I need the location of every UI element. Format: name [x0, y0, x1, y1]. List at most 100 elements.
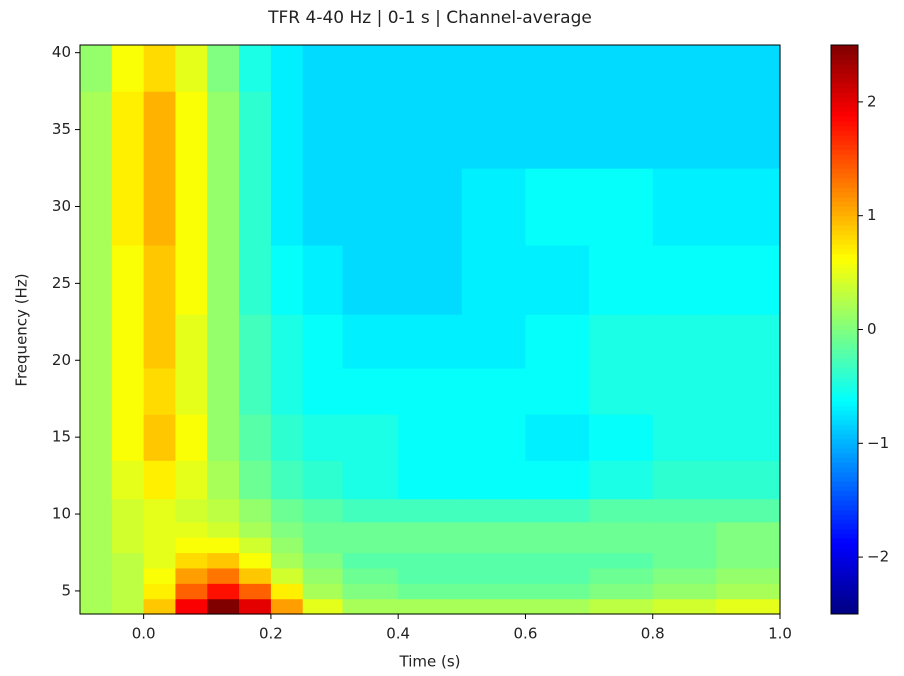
- heatmap-cell: [111, 552, 145, 569]
- heatmap-cell: [398, 91, 463, 169]
- colorbar-swatch: [831, 400, 858, 406]
- heatmap-cell: [143, 314, 177, 369]
- heatmap-cell: [239, 91, 272, 169]
- heatmap-cell: [175, 314, 208, 369]
- heatmap-cell: [652, 552, 717, 569]
- colorbar-swatch: [831, 353, 858, 359]
- heatmap-cell: [525, 552, 590, 569]
- heatmap-cell: [270, 460, 304, 500]
- colorbar-swatch: [831, 97, 858, 103]
- colorbar-swatch: [831, 538, 858, 544]
- colorbar-swatch: [831, 310, 858, 316]
- colorbar-swatch: [831, 210, 858, 217]
- heatmap-cell: [302, 414, 344, 461]
- heatmap-cell: [461, 498, 527, 523]
- heatmap-cell: [270, 168, 304, 246]
- heatmap-cell: [302, 537, 344, 554]
- heatmap-cell: [239, 583, 272, 600]
- colorbar-swatch: [831, 320, 858, 326]
- heatmap-cell: [302, 521, 344, 538]
- heatmap-cell: [589, 168, 654, 246]
- colorbar-swatch: [831, 362, 858, 368]
- heatmap-cell: [175, 583, 208, 600]
- colorbar-swatch: [831, 419, 858, 425]
- colorbar-swatch: [831, 348, 858, 354]
- heatmap-cell: [342, 244, 399, 315]
- heatmap-cell: [652, 498, 717, 523]
- heatmap-cell: [398, 498, 463, 523]
- colorbar-swatch: [831, 63, 858, 70]
- colorbar-swatch: [831, 580, 858, 587]
- heatmap-cell: [652, 567, 717, 584]
- y-tick-label: 40: [52, 43, 71, 61]
- colorbar-swatch: [831, 542, 858, 549]
- heatmap-cell: [270, 552, 304, 569]
- heatmap-cell: [111, 521, 145, 538]
- colorbar-swatch: [831, 215, 858, 221]
- heatmap-cell: [207, 314, 240, 369]
- heatmap-cell: [716, 45, 781, 92]
- colorbar-swatch: [831, 576, 858, 582]
- heatmap-cell: [716, 598, 781, 615]
- heatmap-cell: [398, 521, 463, 538]
- colorbar-swatch: [831, 452, 858, 459]
- heatmap-cell: [80, 244, 113, 315]
- heatmap-cell: [80, 45, 113, 92]
- heatmap-cell: [270, 498, 304, 523]
- colorbar-swatch: [831, 253, 858, 259]
- y-tick-label: 15: [52, 428, 71, 446]
- colorbar-swatch: [831, 533, 858, 539]
- colorbar-swatch: [831, 495, 858, 501]
- colorbar-swatch: [831, 504, 858, 511]
- heatmap-cell: [716, 460, 781, 500]
- heatmap-cell: [525, 168, 590, 246]
- colorbar-swatch: [831, 296, 858, 302]
- heatmap-cell: [111, 598, 145, 615]
- colorbar-swatch: [831, 305, 858, 312]
- heatmap-cell: [716, 244, 781, 315]
- colorbar-swatch: [831, 201, 858, 207]
- heatmap-cell: [175, 521, 208, 538]
- colorbar-swatch: [831, 429, 858, 435]
- heatmap-cell: [342, 552, 399, 569]
- colorbar-swatch: [831, 144, 858, 150]
- heatmap-cell: [342, 168, 399, 246]
- colorbar-tick-label: 0: [867, 320, 877, 338]
- colorbar-swatch: [831, 106, 858, 112]
- heatmap-cell: [175, 414, 208, 461]
- heatmap-cell: [143, 537, 177, 554]
- heatmap-cell: [525, 498, 590, 523]
- heatmap-cell: [239, 598, 272, 615]
- colorbar-tick-label: 1: [867, 206, 877, 224]
- heatmap-cell: [716, 91, 781, 169]
- heatmap-cell: [525, 45, 590, 92]
- heatmap-cell: [111, 367, 145, 415]
- heatmap-cell: [398, 552, 463, 569]
- colorbar-swatch: [831, 263, 858, 269]
- colorbar-swatch: [831, 457, 858, 463]
- colorbar-swatch: [831, 490, 858, 496]
- colorbar-swatch: [831, 135, 858, 141]
- heatmap-cell: [589, 45, 654, 92]
- colorbar-swatch: [831, 78, 858, 84]
- heatmap-cell: [652, 537, 717, 554]
- heatmap-cell: [716, 583, 781, 600]
- colorbar-swatch: [831, 471, 858, 477]
- heatmap-cell: [716, 521, 781, 538]
- heatmap-cell: [207, 498, 240, 523]
- colorbar-swatch: [831, 395, 858, 402]
- heatmap-cell: [342, 91, 399, 169]
- colorbar-swatch: [831, 424, 858, 430]
- heatmap-cell: [398, 598, 463, 615]
- heatmap-cell: [461, 244, 527, 315]
- colorbar-swatch: [831, 599, 858, 606]
- heatmap-cell: [589, 498, 654, 523]
- heatmap-cell: [111, 91, 145, 169]
- heatmap-cell: [207, 537, 240, 554]
- heatmap-cell: [207, 583, 240, 600]
- heatmap-cell: [175, 45, 208, 92]
- heatmap-cell: [652, 91, 717, 169]
- colorbar-swatch: [831, 92, 858, 98]
- colorbar-tick-label: 2: [867, 92, 877, 110]
- x-tick-label: 0.8: [641, 625, 665, 643]
